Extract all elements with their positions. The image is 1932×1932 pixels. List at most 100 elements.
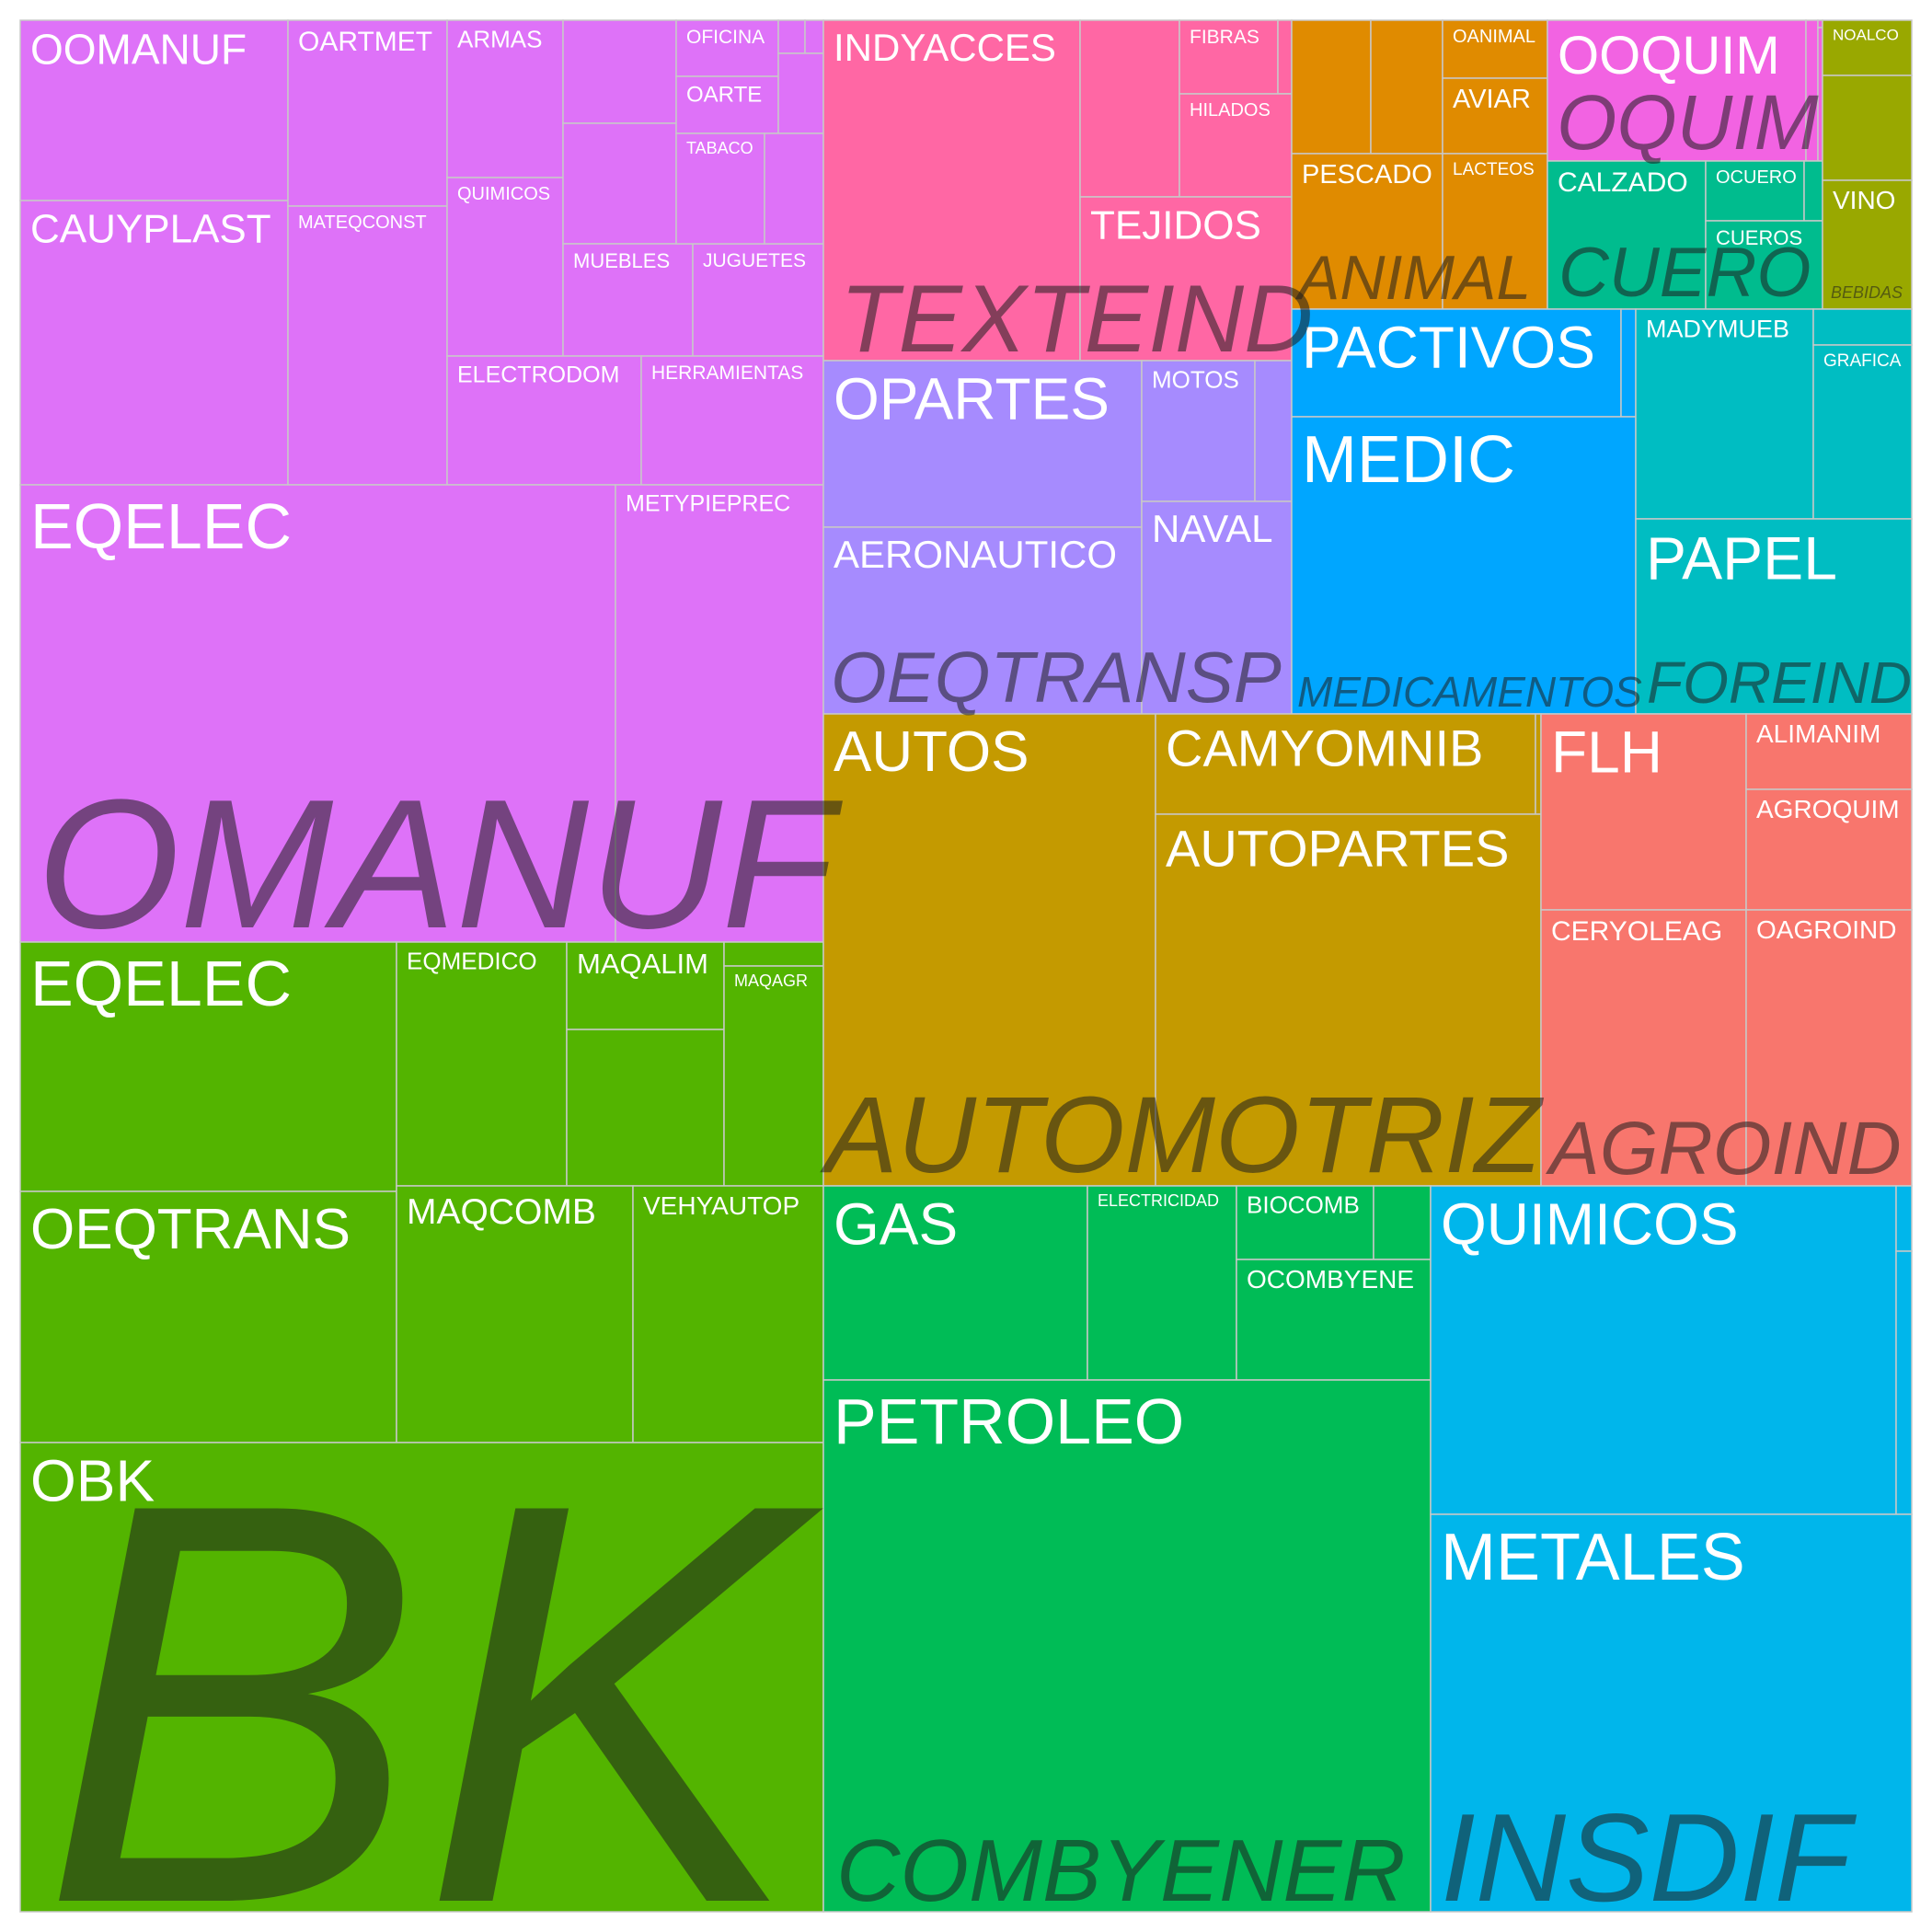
cell-label-mateqconst: MATEQCONST [298, 213, 427, 233]
group-label-agroind: AGROIND [1545, 1107, 1902, 1190]
treemap-cell-foreind-papel [1635, 518, 1913, 715]
cell-label-oartmet: OARTMET [298, 27, 432, 57]
treemap-cell-texteind-34 [1277, 19, 1293, 95]
cell-label-pescado: PESCADO [1302, 160, 1432, 190]
cell-label-grafica: GRAFICA [1823, 351, 1902, 371]
treemap-cells [19, 19, 1913, 1913]
treemap-cell-agroind-ceryoleag [1540, 909, 1747, 1187]
cell-label-autos: AUTOS [834, 720, 1029, 784]
treemap-cell-medicamentos-pactivos [1291, 308, 1622, 418]
treemap-cell-oeqtransp-opartes [822, 360, 1143, 528]
cell-label-metypieprec: METYPIEPREC [626, 491, 790, 517]
treemap-cell-medicamentos-medic [1291, 416, 1637, 715]
cell-label-ocombyene: OCOMBYENE [1247, 1265, 1414, 1294]
cell-label-tejidos: TEJIDOS [1090, 203, 1261, 248]
treemap-cell-omanuf-oomanuf [19, 19, 289, 201]
cell-label-juguetes: JUGUETES [703, 250, 806, 271]
cell-label-flh: FLH [1551, 719, 1662, 786]
treemap-cell-automotriz-autopartes [1155, 813, 1542, 1187]
cell-label-oficina: OFICINA [686, 27, 765, 48]
cell-label-oeqtrans: OEQTRANS [30, 1198, 351, 1261]
cell-label-motos: MOTOS [1152, 365, 1239, 393]
treemap-cell-oeqtransp-57 [1254, 360, 1293, 502]
cell-label-ocuero: OCUERO [1716, 167, 1797, 188]
group-label-omanuf: OMANUF [37, 762, 843, 967]
cell-label-lacteos: LACTEOS [1453, 160, 1535, 179]
cell-label-medic: MEDIC [1302, 423, 1515, 497]
treemap-cell-omanuf-herramientas [640, 355, 824, 486]
cell-label-maqcomb: MAQCOMB [407, 1192, 596, 1232]
group-label-automotriz: AUTOMOTRIZ [820, 1075, 1545, 1196]
treemap-cell-insdif-metales [1430, 1513, 1913, 1913]
cell-label-cueros: CUEROS [1716, 226, 1802, 249]
treemap-cell-bebidas-noalco [1822, 19, 1913, 76]
treemap-cell-medicamentos-61 [1620, 308, 1637, 418]
treemap-cell-omanuf-eqelec [19, 484, 616, 943]
group-label-cuero: CUERO [1558, 234, 1811, 312]
cell-label-madymueb: MADYMUEB [1646, 315, 1789, 342]
treemap-cell-omanuf-quimicos [446, 177, 564, 357]
treemap-cell-texteind-32 [1079, 19, 1180, 198]
cell-label-metales: METALES [1441, 1521, 1745, 1594]
treemap-cell-foreind-grafica [1812, 344, 1913, 520]
treemap-cell-texteind-tejidos [1079, 196, 1293, 362]
cell-label-calzado: CALZADO [1558, 167, 1688, 198]
cell-label-maqalim: MAQALIM [577, 948, 708, 980]
cell-label-obk: OBK [30, 1448, 155, 1514]
cell-label-armas: ARMAS [457, 25, 542, 52]
treemap-cell-bebidas-53 [1822, 75, 1913, 181]
treemap-cell-labels: OOMANUF CAUYPLAST OARTMET MATEQCONST ARMAS QU… [30, 25, 1902, 1593]
treemap-cell-combyener-electricidad [1087, 1185, 1237, 1381]
treemap-cell-texteind-indyacces [822, 19, 1081, 362]
treemap-cell-cuero-calzado [1547, 160, 1707, 310]
treemap-cell-animal-38 [1291, 19, 1372, 155]
cell-label-vehyautop: VEHYAUTOP [643, 1191, 799, 1220]
cell-label-maqagr: MAQAGR [734, 972, 808, 990]
treemap-cell-omanuf-juguetes [692, 243, 824, 357]
cell-label-aeronautico: AERONAUTICO [834, 533, 1117, 576]
treemap-cell-animal-oanimal [1442, 19, 1548, 79]
group-label-animal: ANIMAL [1294, 243, 1531, 313]
group-label-oeqtransp: OEQTRANSP [831, 637, 1282, 718]
cell-label-aviar: AVIAR [1453, 85, 1531, 114]
cell-label-fibras: FIBRAS [1190, 27, 1259, 48]
treemap-cell-bk-25 [566, 1029, 725, 1187]
treemap-cell-omanuf-14 [777, 52, 824, 134]
treemap-cell-agroind-alimanim [1745, 713, 1913, 790]
cell-label-oagroind: OAGROIND [1756, 915, 1896, 944]
treemap-cell-omanuf-mateqconst [287, 205, 448, 486]
cell-label-camyomnib: CAMYOMNIB [1166, 719, 1483, 776]
treemap-cell-bk-maqalim [566, 941, 725, 1030]
treemap-cell-agroind-flh [1540, 713, 1747, 911]
cell-label-biocomb: BIOCOMB [1247, 1190, 1360, 1218]
treemap-cell-automotriz-69 [1535, 713, 1542, 815]
treemap-cell-omanuf-oarte [675, 75, 779, 134]
treemap-cell-bk-maqfor [723, 941, 824, 967]
cell-label-naval: NAVAL [1152, 507, 1273, 550]
cell-label-opartes: OPARTES [834, 366, 1110, 432]
cell-label-oarte: OARTE [686, 83, 762, 108]
treemap-cell-foreind-64 [1812, 308, 1913, 346]
group-label-foreind: FOREIND [1647, 650, 1912, 716]
cell-label-eqelec: EQELEC [30, 490, 292, 562]
group-label-texteind: TEXTEIND [840, 266, 1313, 373]
group-label-oquim: OQUIM [1557, 79, 1819, 166]
treemap-cell-automotriz-autos [822, 713, 1156, 1187]
cell-label-electricidad: ELECTRICIDAD [1098, 1191, 1219, 1210]
treemap-cell-automotriz-camyomnib [1155, 713, 1536, 815]
cell-label-alimanim: ALIMANIM [1756, 719, 1880, 748]
cell-label-eqelec: EQELEC [30, 948, 292, 1019]
treemap-cell-animal-39 [1370, 19, 1443, 155]
cell-label-eqmedico: EQMEDICO [407, 947, 537, 974]
treemap-cell-bk-maqagr [723, 965, 824, 1187]
treemap-cell-cuero-50 [1803, 160, 1823, 222]
group-label-medicamentos: MEDICAMENTOS [1297, 668, 1642, 716]
cell-label-hilados: HILADOS [1190, 100, 1271, 121]
cell-label-muebles: MUEBLES [573, 249, 670, 272]
treemap-cell-omanuf-electrodom [446, 355, 642, 486]
cell-label-tabaco: TABACO [686, 139, 753, 157]
treemap-cell-combyener-79 [1373, 1185, 1432, 1260]
cell-label-noalco: NOALCO [1833, 26, 1899, 43]
treemap-cell-oeqtransp-aeronautico [822, 526, 1143, 715]
